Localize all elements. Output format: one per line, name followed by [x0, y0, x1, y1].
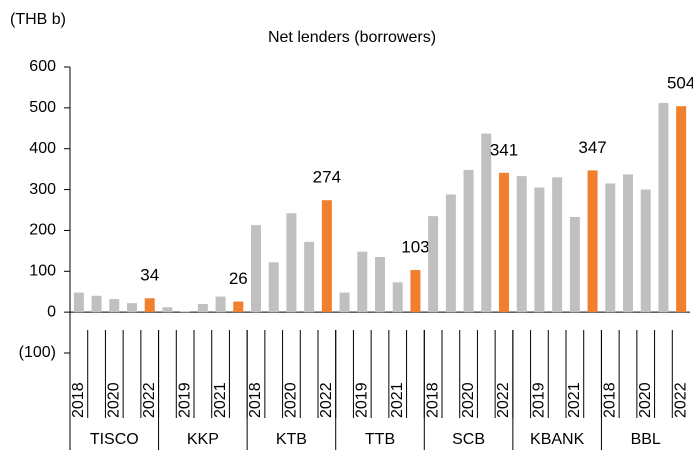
bar: [428, 216, 439, 313]
x-tick-label: 2018: [70, 382, 87, 418]
y-tick-label: 600: [29, 58, 56, 75]
x-tick-label: 2018: [247, 382, 264, 418]
bar: [463, 169, 474, 313]
value-label: 274: [313, 168, 341, 187]
bar: [445, 194, 456, 313]
group-label: SCB: [452, 431, 485, 448]
y-tick-label: (100): [19, 344, 56, 361]
x-tick-label: 2022: [318, 382, 335, 418]
bar: [516, 176, 527, 313]
x-tick-label: 2021: [389, 382, 406, 418]
bar: [197, 303, 208, 313]
bar: [321, 200, 332, 313]
group-label: TISCO: [90, 431, 139, 448]
x-tick-label: 2020: [283, 382, 300, 418]
x-tick-label: 2022: [672, 382, 689, 418]
x-tick-label: 2018: [602, 382, 619, 418]
x-tick-label: 2020: [460, 382, 477, 418]
x-tick-label: 2019: [354, 382, 371, 418]
bar: [658, 102, 669, 313]
bar: [569, 216, 580, 313]
bar: [304, 241, 315, 313]
group-label: KBANK: [530, 431, 585, 448]
x-tick-label: 2019: [531, 382, 548, 418]
x-tick-label: 2022: [141, 382, 158, 418]
x-tick-label: 2021: [566, 382, 583, 418]
value-label: 504: [667, 74, 693, 93]
bar: [91, 295, 102, 313]
bar: [339, 292, 350, 313]
value-label: 103: [401, 238, 429, 257]
bar: [144, 298, 155, 313]
bar: [357, 251, 368, 313]
bar: [392, 282, 403, 313]
bar: [587, 170, 598, 313]
x-tick-label: 2020: [106, 382, 123, 418]
value-label: 341: [490, 140, 518, 159]
bar: [410, 270, 421, 313]
value-label: 26: [229, 269, 248, 288]
group-label: BBL: [631, 431, 661, 448]
bar: [127, 303, 137, 313]
bar: [676, 106, 687, 313]
value-label: 347: [578, 138, 606, 157]
y-axis-label: (THB b): [10, 11, 66, 28]
bar: [623, 174, 633, 313]
bar: [375, 256, 385, 313]
bar: [73, 292, 84, 313]
bar: [534, 187, 545, 313]
group-label: TTB: [365, 431, 395, 448]
x-tick-label: 2018: [424, 382, 441, 418]
group-label: KKP: [187, 431, 219, 448]
bar: [233, 301, 244, 313]
chart-title: Net lenders (borrowers): [268, 29, 436, 46]
x-tick-label: 2021: [212, 382, 229, 418]
bar: [268, 262, 279, 313]
group-label: KTB: [276, 431, 307, 448]
y-tick-label: 500: [29, 99, 56, 116]
value-label: 34: [140, 266, 159, 285]
bar: [552, 177, 563, 313]
y-tick-label: 0: [47, 303, 56, 320]
y-tick-label: 300: [29, 181, 56, 198]
bar: [215, 296, 226, 313]
y-tick-label: 200: [29, 222, 56, 239]
bar: [499, 172, 509, 313]
x-tick-label: 2020: [637, 382, 654, 418]
y-tick-label: 100: [29, 263, 56, 280]
bar: [605, 183, 616, 313]
bar: [180, 311, 191, 313]
bar: [286, 213, 297, 313]
x-tick-label: 2022: [495, 382, 512, 418]
bar: [162, 307, 173, 313]
bar: [481, 133, 492, 313]
bar: [109, 299, 120, 313]
bar: [640, 189, 651, 313]
y-tick-label: 400: [29, 140, 56, 157]
bar: [251, 225, 261, 313]
x-tick-label: 2019: [176, 382, 193, 418]
